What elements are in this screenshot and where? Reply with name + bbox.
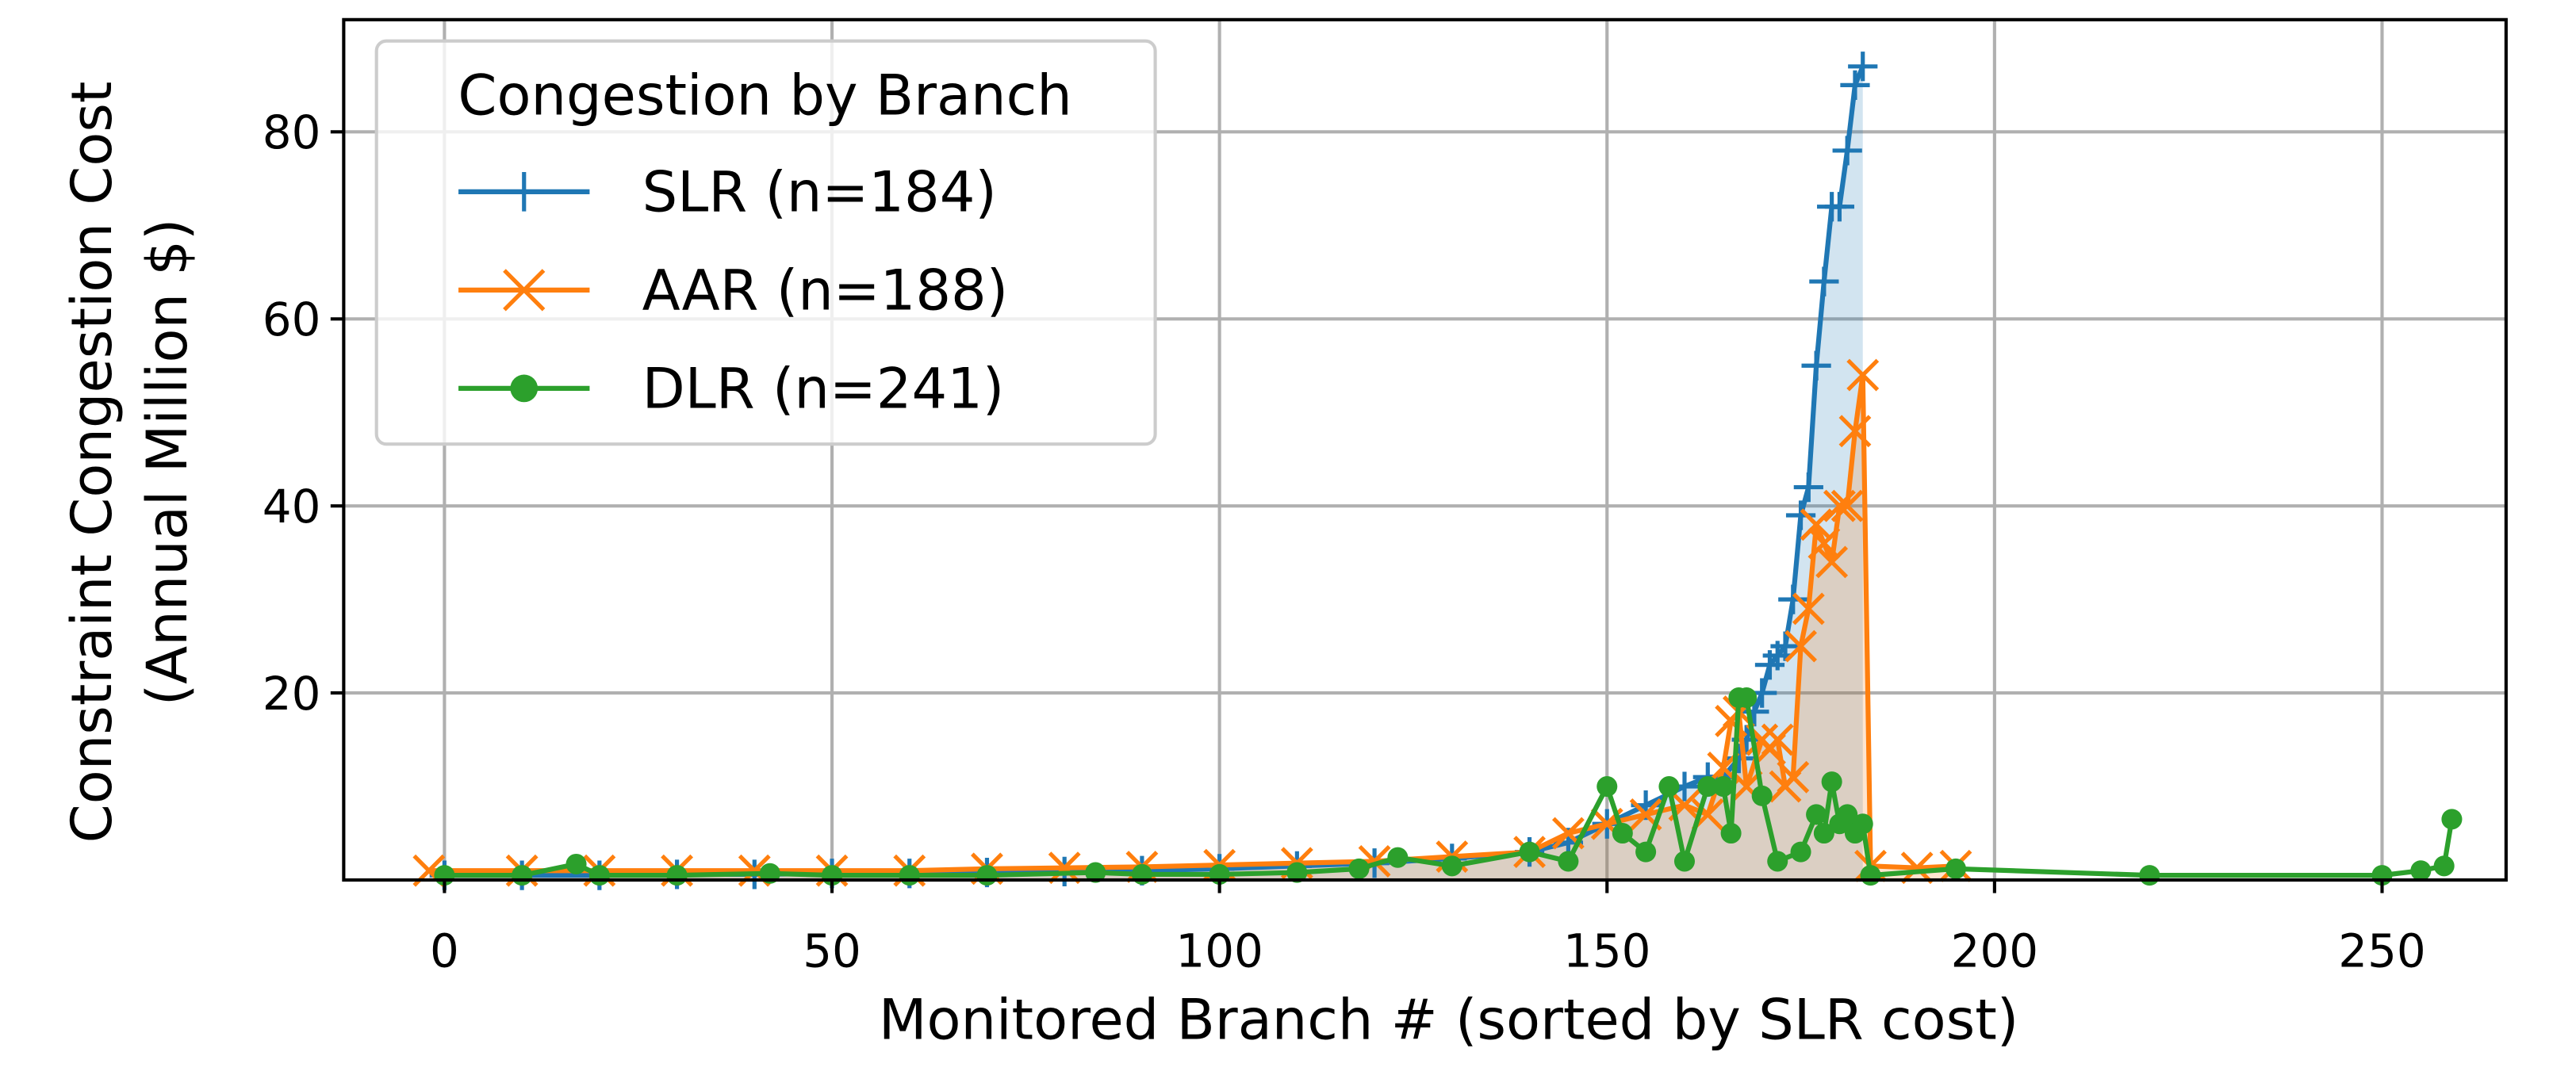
y-axis-label: (Annual Million $) [135,219,200,706]
marker [1612,823,1633,844]
marker [1673,851,1695,872]
marker [1777,760,1810,794]
x-tick-label: 150 [1563,924,1650,978]
plot-frame [342,17,2508,882]
marker [565,853,587,874]
marker [1761,723,1794,756]
x-tick-label: 100 [1175,924,1263,978]
marker [1809,266,1839,296]
marker [503,269,546,312]
marker [510,374,539,403]
marker [1840,70,1870,100]
x-tick-label: 250 [2338,924,2425,978]
legend-title: Congestion by Branch [458,63,1071,128]
marker [1860,865,1881,886]
area-fill [428,375,1957,881]
marker [1806,804,1827,825]
marker [1658,776,1680,798]
marker [1778,584,1808,614]
legend: Congestion by Branch SLR (n=184) AAR (n=1… [374,39,1157,446]
y-tick-label: 80 [263,105,321,159]
marker [1801,350,1831,381]
marker [512,865,533,886]
marker [1793,472,1823,503]
x-tick-label: 50 [803,924,861,978]
marker [1848,52,1878,82]
marker [1720,823,1742,844]
marker [588,865,610,886]
marker [1770,631,1800,661]
marker [1807,526,1841,560]
marker [1832,136,1862,166]
marker [1767,851,1788,872]
marker [2441,809,2463,830]
marker [1813,823,1834,844]
marker [1830,489,1864,522]
marker [1736,687,1758,709]
marker [2433,855,2455,877]
marker [1348,858,1370,879]
x-axis-label: Monitored Branch # (sorted by SLR cost) [879,988,2018,1053]
marker [1085,862,1106,883]
marker [1790,841,1811,863]
marker [1048,851,1081,885]
marker [504,172,544,212]
marker [666,865,688,886]
y-tick-label: 60 [263,293,321,346]
marker [1815,545,1849,579]
y-axis-label: Constraint Congestion Cost [59,82,125,844]
marker [1800,508,1833,541]
series-line [444,694,2455,878]
marker [1635,841,1657,863]
marker [1597,776,1618,798]
marker [1723,744,1754,774]
marker [899,865,920,886]
y-tick-label: 20 [263,667,321,721]
marker [1785,500,1816,530]
marker [1697,776,1719,798]
marker [1846,358,1880,392]
legend-label: SLR (n=184) [642,160,997,225]
marker [1286,862,1308,883]
marker [1712,776,1734,798]
y-tick-label: 40 [263,480,321,534]
marker [1945,858,1967,879]
x-tick-label: 0 [430,924,459,978]
legend-label: AAR (n=188) [642,258,1009,323]
marker [976,865,998,886]
marker [1441,855,1462,877]
marker [1792,592,1825,625]
marker [1852,813,1873,835]
marker [1823,489,1856,522]
grid [343,19,2506,881]
marker [1784,629,1817,663]
marker [1387,847,1409,868]
marker [1558,851,1579,872]
marker [1837,804,1858,825]
marker [1900,851,1934,885]
marker [2410,860,2432,882]
marker [1838,415,1872,448]
legend-label: DLR (n=241) [642,357,1005,422]
legend-box [374,39,1157,446]
marker [1519,841,1540,863]
marker [1824,192,1855,222]
marker [2139,865,2160,886]
marker [1751,785,1773,806]
marker [1821,771,1842,793]
x-tick-label: 200 [1951,924,2038,978]
